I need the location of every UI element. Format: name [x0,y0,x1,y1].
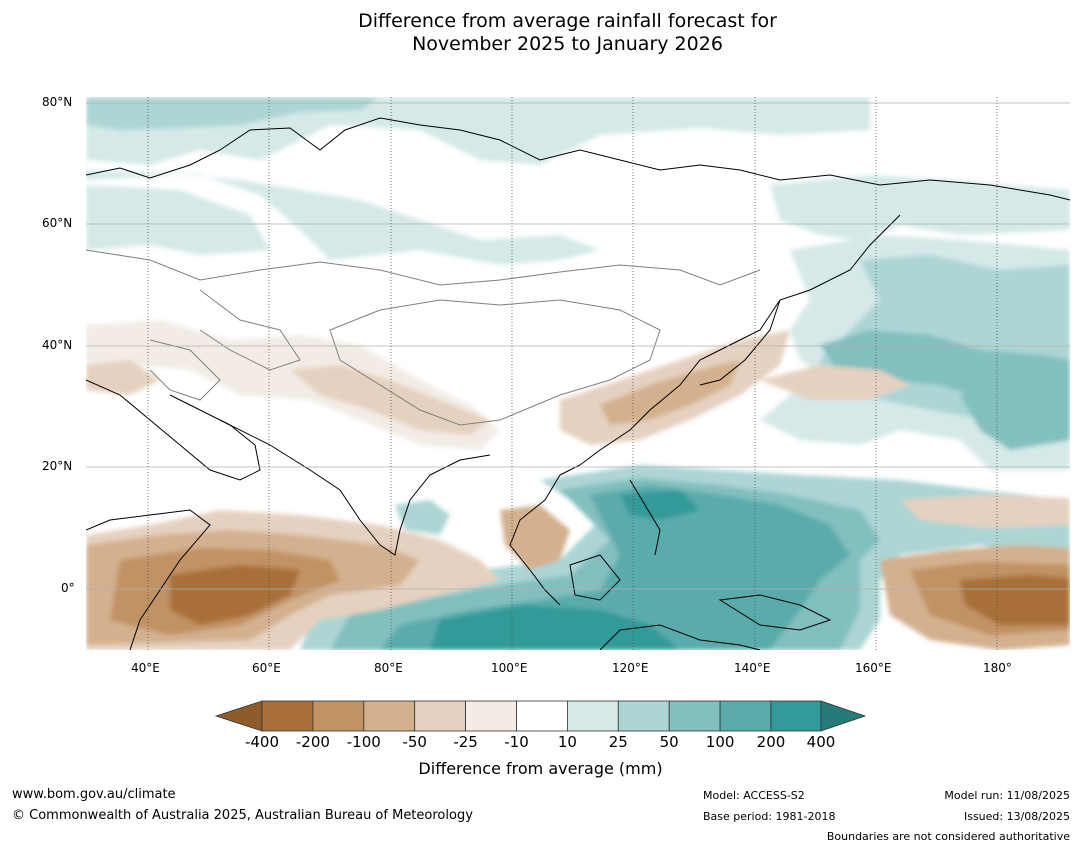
colorbar-tick: -50 [402,733,427,751]
map-title: Difference from average rainfall forecas… [0,10,1081,56]
border-china [329,299,661,426]
coastline-east-asia [559,214,901,476]
border-iran [149,339,221,401]
lat-label-40n: 40°N [42,338,73,352]
colorbar-swatch-2 [312,700,365,732]
colorbar [214,700,867,732]
colorbar-tick: -10 [504,733,529,751]
map-area [86,97,1070,650]
colorbar-tick: -200 [295,733,330,751]
colorbar-swatch-6 [516,700,568,732]
wet-region-tropical-4 [430,605,680,650]
colorbar-tick: 10 [557,733,577,751]
wet-region-north-pacific-4 [960,380,1070,450]
colorbar-swatch-7 [567,700,619,732]
colorbar-extend-high [820,700,867,732]
colorbar-swatch-8 [617,700,670,732]
base-period: Base period: 1981-2018 [703,810,836,823]
lat-gridlines [86,102,1070,590]
lat-label-0: 0° [61,581,75,595]
coastline-india [219,419,491,556]
lon-label-120e: 120°E [612,661,649,675]
lon-label-40e: 40°E [131,661,160,675]
website-link[interactable]: www.bom.gov.au/climate [12,787,176,802]
colorbar-tick: 100 [705,733,735,751]
coastline-arabia [86,379,261,481]
coastline-borneo [569,554,621,601]
lat-label-20n: 20°N [42,459,73,473]
coastline-africa [86,509,211,650]
coastline-philippines [629,479,661,556]
boundaries-disclaimer: Boundaries are not considered authoritat… [826,830,1070,843]
wet-region-siberia-west [86,185,270,255]
coastline-se-asia [509,474,561,606]
colorbar-swatch-4 [414,700,467,732]
model-run-date: Model run: 11/08/2025 [944,789,1070,802]
copyright-text: © Commonwealth of Australia 2025, Austra… [12,808,473,823]
coastline-new-guinea [718,594,832,631]
country-borders [86,249,761,426]
colorbar-tick: 25 [608,733,628,751]
border-central-asia [199,289,301,371]
lat-label-80n: 80°N [42,95,73,109]
issued-date: Issued: 13/08/2025 [963,810,1070,823]
coastline-japan [699,299,781,386]
wet-region-siberia [86,170,600,265]
colorbar-swatch-5 [465,700,517,732]
border-russia-south [86,249,761,286]
colorbar-swatch-11 [770,700,822,732]
colorbar-extend-low [214,700,263,732]
colorbar-tick: 200 [756,733,786,751]
lon-gridlines [147,97,998,650]
title-line-1: Difference from average rainfall forecas… [358,10,777,32]
lat-label-60n: 60°N [42,216,73,230]
lon-label-60e: 60°E [252,661,281,675]
lon-label-100e: 100°E [491,661,528,675]
colorbar-swatch-1 [261,700,314,732]
colorbar-swatch-3 [363,700,416,732]
dry-region-china-2 [600,360,740,425]
dry-region-west-pacific [760,365,910,400]
colorbar-tick: -400 [244,733,280,751]
lon-label-140e: 140°E [734,661,771,675]
colorbar-swatch-9 [668,700,721,732]
dry-region-indian-ocean-4 [170,565,300,625]
colorbar-tick: 50 [659,733,679,751]
coastline-australia [599,624,761,650]
dry-region-subtropical-pacific [900,495,1070,528]
dry-region-gulf [86,360,160,395]
colorbar-tick: 400 [806,733,836,751]
wet-region-north-strong [86,97,380,130]
wet-region-tropical-3 [380,485,850,650]
coastline-eurasia-north [86,117,1070,201]
dry-region-east-pacific-3 [960,575,1070,625]
colorbar-tick: -25 [453,733,478,751]
coastlines [86,117,1070,650]
wet-region-bay-of-bengal [395,500,450,535]
colorbar-title: Difference from average (mm) [418,759,663,778]
model-name: Model: ACCESS-S2 [703,789,805,802]
colorbar-tick: -100 [346,733,381,751]
colorbar-swatch-10 [719,700,772,732]
lon-label-80e: 80°E [374,661,403,675]
lon-label-180: 180° [983,661,1012,675]
lon-label-160e: 160°E [855,661,892,675]
title-line-2: November 2025 to January 2026 [412,33,723,55]
